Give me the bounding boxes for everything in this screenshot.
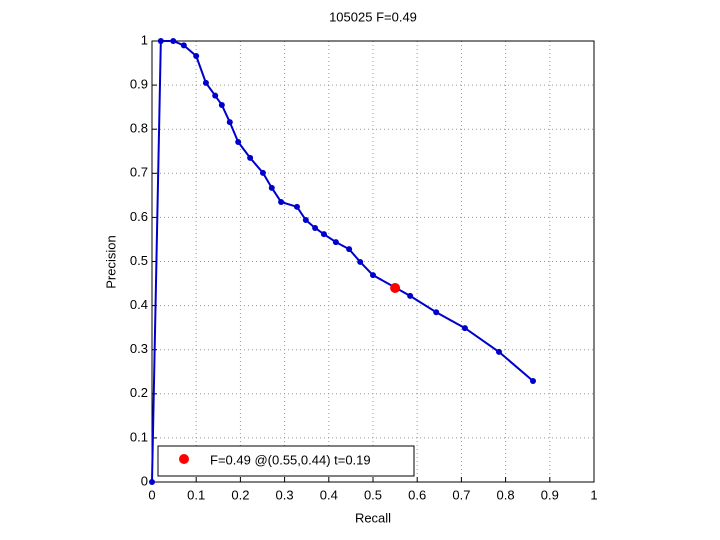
point — [278, 198, 285, 205]
y-tick-label: 0.4 — [130, 297, 148, 312]
y-tick-label: 0.8 — [130, 121, 148, 136]
x-tick-label: 0.9 — [541, 487, 559, 502]
y-tick-label: 0.6 — [130, 209, 148, 224]
point — [212, 92, 219, 99]
point — [247, 154, 254, 161]
point — [202, 79, 209, 86]
x-tick-label: 0.3 — [276, 487, 294, 502]
y-tick-label: 0 — [141, 473, 148, 488]
point — [332, 239, 339, 246]
point — [495, 348, 502, 355]
y-tick-label: 0.5 — [130, 253, 148, 268]
point — [259, 169, 266, 176]
legend-marker — [179, 454, 189, 464]
point — [235, 138, 242, 145]
point — [407, 292, 414, 299]
x-tick-label: 0.1 — [187, 487, 205, 502]
x-axis-label: Recall — [355, 510, 391, 525]
point — [170, 38, 177, 44]
point — [320, 231, 327, 238]
point — [390, 282, 401, 293]
point — [293, 203, 300, 210]
legend-box — [157, 445, 415, 477]
x-tick-label: 0 — [148, 487, 155, 502]
point — [193, 52, 200, 59]
y-tick-label: 0.3 — [130, 341, 148, 356]
x-tick-label: 0.6 — [408, 487, 426, 502]
chart-title: 105025 F=0.49 — [329, 9, 417, 24]
point — [149, 479, 155, 485]
point — [312, 224, 319, 231]
point — [346, 246, 353, 253]
x-tick-label: 0.8 — [497, 487, 515, 502]
point — [530, 378, 537, 385]
point — [461, 325, 468, 332]
point — [157, 38, 164, 44]
point — [370, 272, 376, 279]
x-tick-label: 0.7 — [452, 487, 470, 502]
y-tick-label: 1 — [141, 32, 148, 47]
x-tick-label: 0.5 — [364, 487, 382, 502]
x-tick-label: 0.2 — [231, 487, 249, 502]
point — [268, 184, 275, 191]
point — [302, 217, 309, 224]
plot-frame — [151, 40, 595, 483]
y-tick-label: 0.1 — [130, 429, 148, 444]
y-tick-label: 0.7 — [130, 165, 148, 180]
x-tick-label: 1 — [590, 487, 597, 502]
y-axis-label: Precision — [103, 235, 118, 288]
y-tick-label: 0.9 — [130, 77, 148, 92]
point — [433, 309, 440, 316]
point — [357, 258, 364, 265]
point — [180, 42, 187, 49]
y-tick-label: 0.2 — [130, 385, 148, 400]
point — [218, 101, 225, 108]
x-tick-label: 0.4 — [320, 487, 338, 502]
point — [226, 119, 233, 126]
legend-label: F=0.49 @(0.55,0.44) t=0.19 — [210, 452, 371, 467]
